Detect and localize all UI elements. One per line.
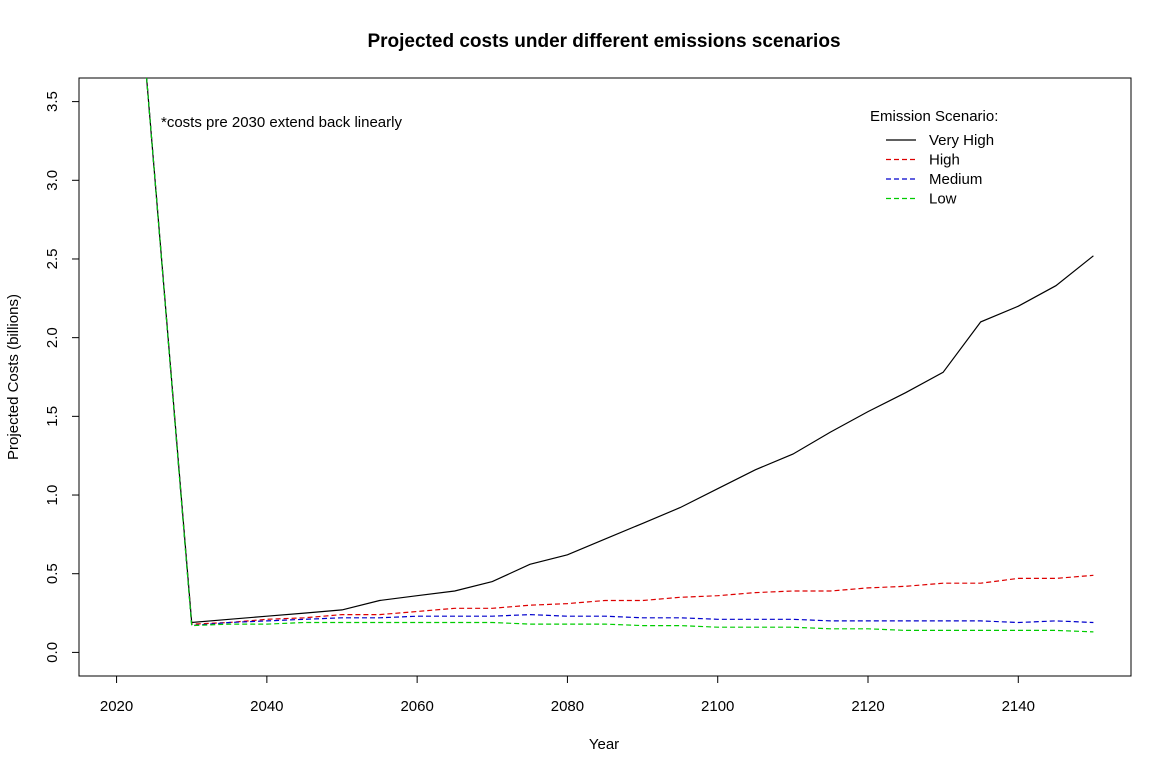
legend-title: Emission Scenario: [870,108,998,125]
legend-entry-label: Medium [929,171,982,188]
y-tick-label: 2.0 [44,327,61,348]
series-line-medium [146,78,1094,627]
series-line-low [146,78,1094,633]
plot-frame [78,77,1132,677]
y-tick-label: 3.0 [44,170,61,191]
x-axis-label: Year [589,736,619,753]
x-tick-label: 2060 [400,698,433,715]
chart-annotation: *costs pre 2030 extend back linearly [161,114,402,131]
x-tick-label: 2100 [701,698,734,715]
series-line-high [146,78,1094,625]
y-tick-label: 2.5 [44,249,61,270]
x-tick-label: 2080 [551,698,584,715]
legend-entry-label: Very High [929,132,994,149]
y-tick-label: 0.0 [44,642,61,663]
legend: Emission Scenario: Very High High Medium Lo… [870,108,998,208]
y-axis-label: Projected Costs (billions) [5,294,22,460]
x-tick-label: 2120 [851,698,884,715]
y-tick-label: 3.5 [44,91,61,112]
series-line-very-high [146,78,1094,624]
legend-entry-label: Low [929,191,957,208]
y-tick-label: 1.5 [44,406,61,427]
x-tick-label: 2140 [1002,698,1035,715]
series-lines [146,78,1094,633]
y-axis: 0.0 0.5 1.0 1.5 2.0 2.5 3.0 3.5 [44,91,79,663]
legend-entry-label: High [929,152,960,169]
y-tick-label: 0.5 [44,563,61,584]
x-axis: 2020 2040 2060 2080 2100 2120 2140 [100,676,1035,715]
x-tick-label: 2040 [250,698,283,715]
x-tick-label: 2020 [100,698,133,715]
chart-title: Projected costs under different emission… [367,31,840,52]
y-tick-label: 1.0 [44,485,61,506]
